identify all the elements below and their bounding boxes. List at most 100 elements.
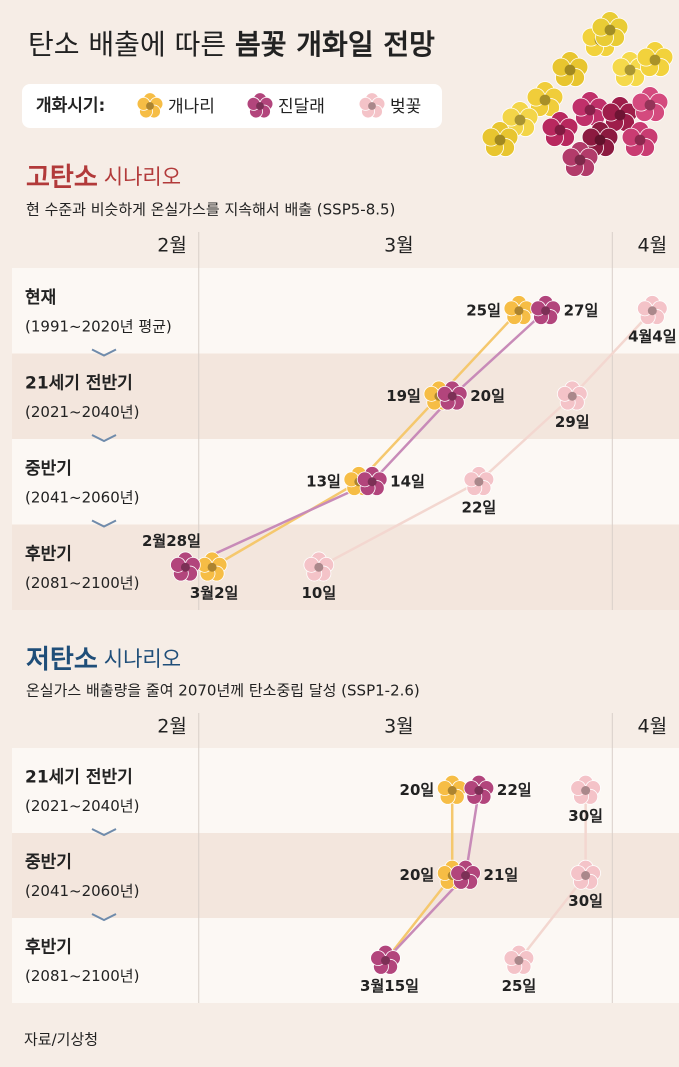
value-label: 4월4일 [628, 327, 676, 345]
value-label: 13일 [306, 472, 341, 490]
decor-flower [571, 91, 609, 127]
flower-marker [450, 859, 481, 890]
value-label: 3월15일 [360, 977, 419, 995]
title: 탄소 배출에 따른 봄꽃 개화일 전망 [28, 28, 435, 61]
value-label: 20일 [400, 781, 435, 799]
x-tick-label: 2월 [157, 235, 187, 257]
flower-center [474, 477, 484, 487]
value-label: 25일 [502, 977, 537, 995]
flower-marker [530, 295, 561, 325]
flower-center-shade [447, 786, 457, 795]
flower-center-shade [647, 306, 657, 316]
value-label: 30일 [568, 892, 603, 910]
flower-center [146, 102, 154, 110]
flower-center-shade [644, 99, 656, 111]
flower-marker [503, 944, 535, 975]
flower-center [494, 134, 506, 146]
flower-marker [356, 466, 388, 496]
row-band [12, 833, 679, 918]
section-title: 고탄소 시나리오 [26, 163, 181, 193]
flower-center-shade [554, 124, 566, 136]
decor-flower [526, 81, 564, 117]
flower-center [256, 102, 264, 110]
x-tick-label: 4월 [638, 235, 668, 257]
section-title-main: 고탄소 [26, 163, 98, 193]
category-note: (2041~2060년) [25, 882, 139, 900]
legend-text: 개나리 [168, 97, 215, 117]
flower-center [367, 477, 377, 487]
flower-center [644, 99, 656, 111]
flower-center [514, 114, 526, 126]
chevron [91, 828, 117, 837]
flower-center-shade [367, 477, 377, 487]
flower-center-shade [474, 786, 484, 795]
value-label: 29일 [555, 413, 590, 431]
flower-center-shade [541, 306, 551, 316]
section-title-main: 저탄소 [26, 645, 98, 675]
category-label: 21세기 전반기 [25, 373, 133, 393]
decor-flower [591, 11, 629, 47]
flower-center-shade [474, 477, 484, 487]
value-label: 22일 [497, 781, 532, 799]
series-line [211, 309, 520, 569]
flower-center [647, 306, 657, 316]
legend-label: 개화시기: [36, 96, 105, 116]
category-label: 중반기 [25, 853, 72, 873]
value-label: 3월2일 [190, 584, 238, 602]
flower-center-shade [180, 562, 190, 572]
flower-center-shade [447, 391, 457, 401]
value-label: 19일 [386, 387, 421, 405]
flower-marker [436, 774, 468, 805]
flower-center [314, 562, 324, 572]
flower-center-shade [567, 391, 577, 401]
category-label: 21세기 전반기 [25, 768, 133, 788]
row-band [12, 268, 679, 354]
flower-center-shade [594, 134, 606, 146]
flower-center-shade [314, 562, 324, 572]
source: 자료/기상청 [24, 1031, 98, 1049]
flower-center [581, 786, 591, 795]
category-label: 후반기 [25, 937, 72, 958]
x-tick-label: 2월 [157, 716, 187, 738]
flower-center [564, 64, 576, 76]
flower-marker [463, 774, 495, 805]
flower-center-shade [604, 24, 616, 36]
chevron [91, 913, 117, 922]
flower-center [514, 956, 524, 965]
flower-center [594, 134, 606, 146]
flower-center-shade [514, 956, 524, 965]
section-subtitle: 온실가스 배출량을 줄여 2070년께 탄소중립 달성 (SSP1-2.6) [26, 682, 420, 700]
chevron [91, 434, 117, 443]
flower-marker [436, 380, 468, 411]
flower-marker [570, 774, 601, 805]
decor-flower [541, 111, 579, 147]
flower-center-shade [624, 64, 636, 76]
flower-marker [170, 551, 201, 582]
flower-center [567, 391, 577, 401]
flower-center [581, 871, 591, 880]
category-label: 후반기 [25, 543, 72, 564]
flower-center [474, 786, 484, 795]
category-note: (2021~2040년) [25, 403, 139, 421]
flower-marker [637, 295, 668, 325]
value-label: 27일 [564, 301, 599, 319]
decor-flower [636, 41, 674, 77]
flower-center-shade [574, 154, 586, 166]
value-label: 22일 [462, 498, 497, 516]
legend-marker [246, 92, 274, 119]
flower-center [514, 306, 524, 316]
value-label: 10일 [301, 584, 336, 602]
series-line [184, 309, 547, 569]
legend-text: 벚꽃 [390, 97, 421, 117]
flower-center [649, 54, 661, 66]
category-note: (2041~2060년) [25, 488, 139, 506]
x-tick-label: 3월 [384, 716, 414, 738]
row-band [12, 524, 679, 610]
x-tick-label: 4월 [638, 716, 668, 738]
section-subtitle: 현 수준과 비슷하게 온실가스를 지속해서 배출 (SSP5-8.5) [26, 201, 395, 219]
flower-center [554, 124, 566, 136]
flower-marker [570, 859, 601, 890]
flower-center [614, 109, 626, 121]
